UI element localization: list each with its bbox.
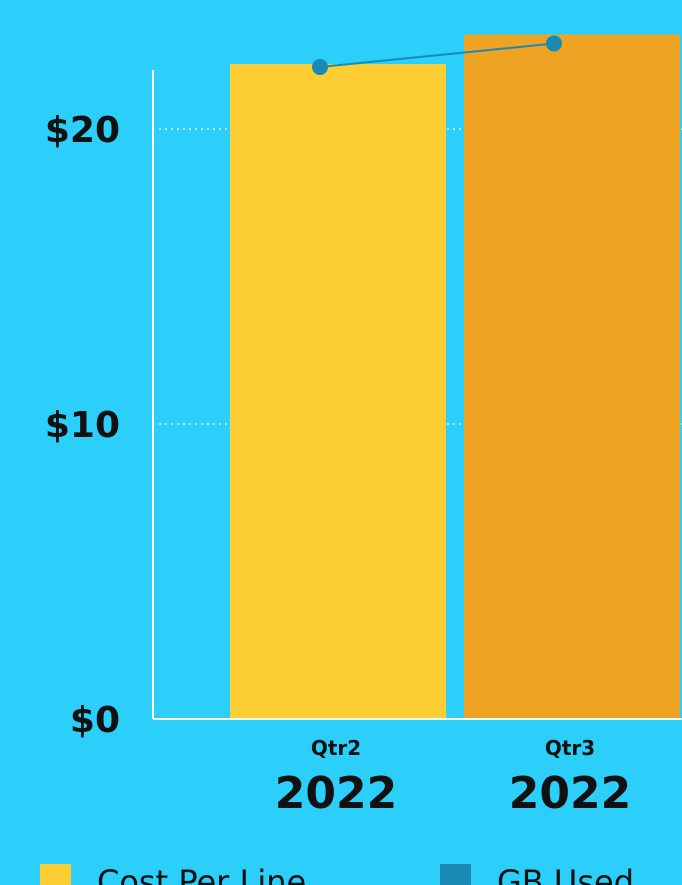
- y-tick-label: $20: [45, 110, 120, 151]
- legend-label: Cost Per Line: [97, 863, 306, 885]
- x-group-label: 2022: [509, 768, 631, 819]
- legend-swatch: [40, 864, 71, 885]
- bar: [464, 34, 680, 720]
- line-point: [312, 59, 328, 76]
- x-tick-label: Qtr2: [311, 736, 361, 760]
- line: [319, 42, 555, 69]
- y-tick-label: $10: [45, 405, 120, 446]
- line-point: [546, 35, 562, 52]
- x-tick-label: Qtr3: [545, 736, 595, 760]
- x-group-label: 2022: [275, 768, 397, 819]
- y-tick-label: $0: [70, 700, 120, 741]
- bar: [230, 64, 446, 720]
- legend-swatch: [440, 864, 471, 885]
- legend-label: GB Used: [497, 863, 634, 885]
